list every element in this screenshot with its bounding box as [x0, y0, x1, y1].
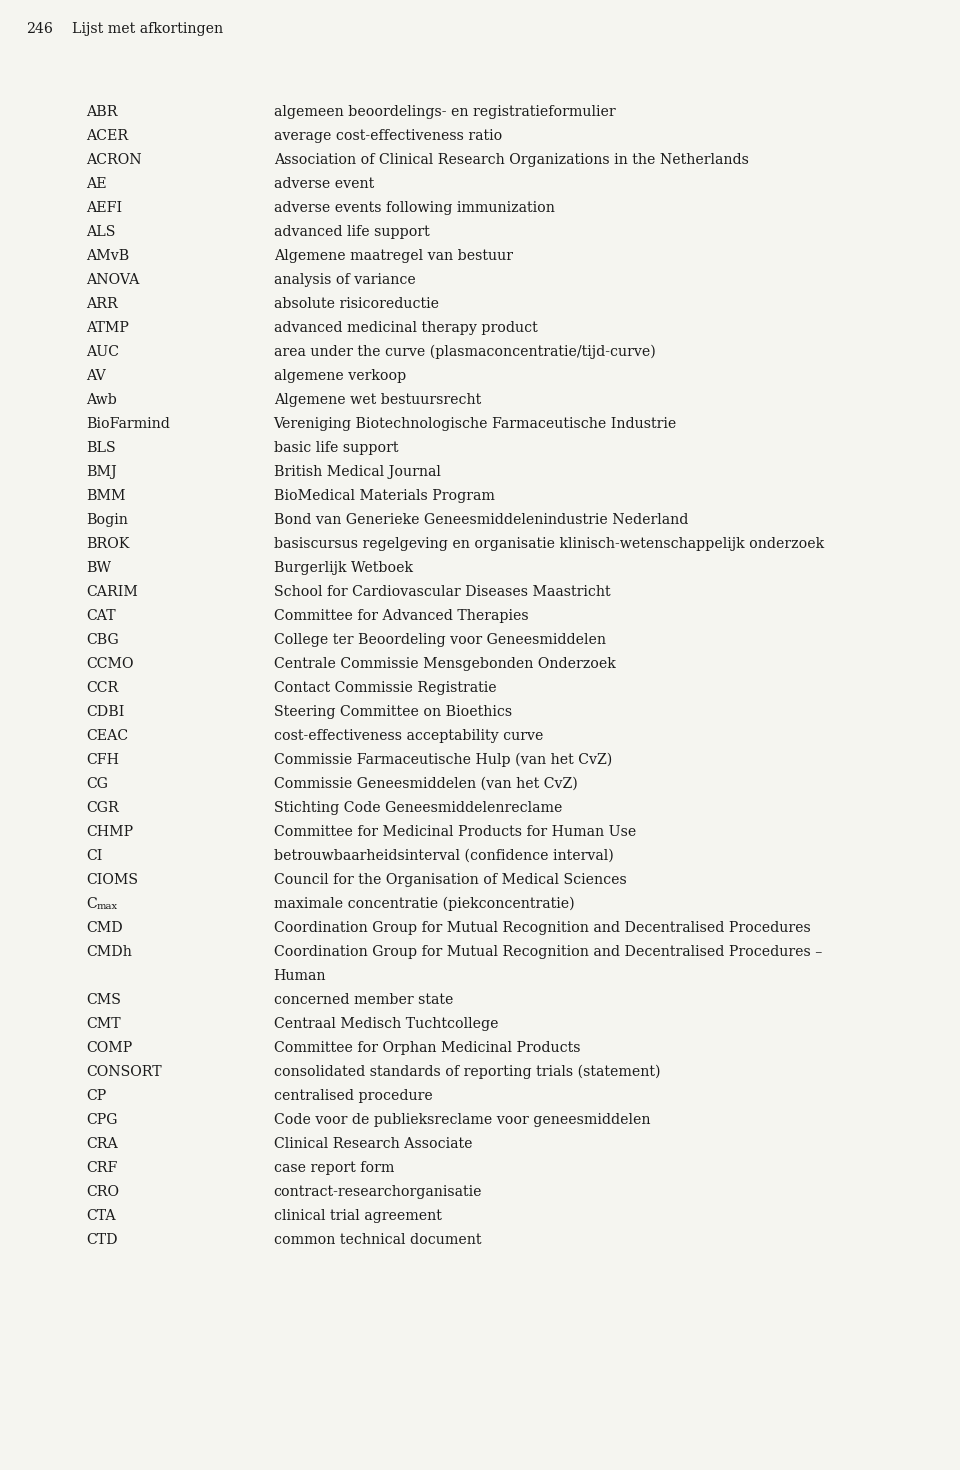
Text: CCMO: CCMO	[86, 657, 133, 670]
Text: Contact Commissie Registratie: Contact Commissie Registratie	[274, 681, 496, 695]
Text: ATMP: ATMP	[86, 320, 130, 335]
Text: CBG: CBG	[86, 634, 119, 647]
Text: Human: Human	[274, 969, 326, 983]
Text: concerned member state: concerned member state	[274, 994, 453, 1007]
Text: Commissie Farmaceutische Hulp (van het CvZ): Commissie Farmaceutische Hulp (van het C…	[274, 753, 612, 767]
Text: adverse event: adverse event	[274, 176, 373, 191]
Text: average cost-effectiveness ratio: average cost-effectiveness ratio	[274, 129, 502, 143]
Text: centralised procedure: centralised procedure	[274, 1089, 432, 1102]
Text: ABR: ABR	[86, 104, 118, 119]
Text: CTD: CTD	[86, 1233, 118, 1247]
Text: C: C	[86, 897, 97, 911]
Text: College ter Beoordeling voor Geneesmiddelen: College ter Beoordeling voor Geneesmidde…	[274, 634, 606, 647]
Text: Stichting Code Geneesmiddelenreclame: Stichting Code Geneesmiddelenreclame	[274, 801, 562, 814]
Text: CGR: CGR	[86, 801, 119, 814]
Text: BioFarmind: BioFarmind	[86, 417, 170, 431]
Text: CP: CP	[86, 1089, 107, 1102]
Text: ACER: ACER	[86, 129, 129, 143]
Text: Steering Committee on Bioethics: Steering Committee on Bioethics	[274, 706, 512, 719]
Text: CMD: CMD	[86, 922, 123, 935]
Text: advanced medicinal therapy product: advanced medicinal therapy product	[274, 320, 538, 335]
Text: clinical trial agreement: clinical trial agreement	[274, 1208, 442, 1223]
Text: ANOVA: ANOVA	[86, 273, 140, 287]
Text: algemeen beoordelings- en registratieformulier: algemeen beoordelings- en registratiefor…	[274, 104, 615, 119]
Text: Association of Clinical Research Organizations in the Netherlands: Association of Clinical Research Organiz…	[274, 153, 749, 168]
Text: ARR: ARR	[86, 297, 118, 312]
Text: BW: BW	[86, 562, 111, 575]
Text: AE: AE	[86, 176, 107, 191]
Text: CEAC: CEAC	[86, 729, 129, 742]
Text: CIOMS: CIOMS	[86, 873, 138, 886]
Text: ACRON: ACRON	[86, 153, 142, 168]
Text: cost-effectiveness acceptability curve: cost-effectiveness acceptability curve	[274, 729, 543, 742]
Text: British Medical Journal: British Medical Journal	[274, 465, 441, 479]
Text: case report form: case report form	[274, 1161, 394, 1175]
Text: Lijst met afkortingen: Lijst met afkortingen	[72, 22, 223, 35]
Text: CTA: CTA	[86, 1208, 116, 1223]
Text: Centraal Medisch Tuchtcollege: Centraal Medisch Tuchtcollege	[274, 1017, 498, 1030]
Text: ALS: ALS	[86, 225, 116, 240]
Text: Clinical Research Associate: Clinical Research Associate	[274, 1136, 472, 1151]
Text: absolute risicoreductie: absolute risicoreductie	[274, 297, 439, 312]
Text: Committee for Orphan Medicinal Products: Committee for Orphan Medicinal Products	[274, 1041, 580, 1055]
Text: CDBI: CDBI	[86, 706, 125, 719]
Text: Algemene maatregel van bestuur: Algemene maatregel van bestuur	[274, 248, 513, 263]
Text: COMP: COMP	[86, 1041, 132, 1055]
Text: area under the curve (plasmaconcentratie/tijd-curve): area under the curve (plasmaconcentratie…	[274, 345, 656, 359]
Text: Council for the Organisation of Medical Sciences: Council for the Organisation of Medical …	[274, 873, 626, 886]
Text: CMDh: CMDh	[86, 945, 132, 958]
Text: CRO: CRO	[86, 1185, 119, 1200]
Text: Committee for Medicinal Products for Human Use: Committee for Medicinal Products for Hum…	[274, 825, 636, 839]
Text: Coordination Group for Mutual Recognition and Decentralised Procedures –: Coordination Group for Mutual Recognitio…	[274, 945, 822, 958]
Text: AEFI: AEFI	[86, 201, 123, 215]
Text: advanced life support: advanced life support	[274, 225, 429, 240]
Text: Awb: Awb	[86, 392, 117, 407]
Text: betrouwbaarheidsinterval (confidence interval): betrouwbaarheidsinterval (confidence int…	[274, 850, 613, 863]
Text: analysis of variance: analysis of variance	[274, 273, 416, 287]
Text: CPG: CPG	[86, 1113, 118, 1127]
Text: CG: CG	[86, 778, 108, 791]
Text: maximale concentratie (piekconcentratie): maximale concentratie (piekconcentratie)	[274, 897, 574, 911]
Text: School for Cardiovascular Diseases Maastricht: School for Cardiovascular Diseases Maast…	[274, 585, 611, 598]
Text: CCR: CCR	[86, 681, 119, 695]
Text: AUC: AUC	[86, 345, 119, 359]
Text: CFH: CFH	[86, 753, 119, 767]
Text: BMJ: BMJ	[86, 465, 117, 479]
Text: BROK: BROK	[86, 537, 130, 551]
Text: algemene verkoop: algemene verkoop	[274, 369, 406, 384]
Text: Vereniging Biotechnologische Farmaceutische Industrie: Vereniging Biotechnologische Farmaceutis…	[274, 417, 677, 431]
Text: max: max	[96, 903, 117, 911]
Text: adverse events following immunization: adverse events following immunization	[274, 201, 555, 215]
Text: Code voor de publieksreclame voor geneesmiddelen: Code voor de publieksreclame voor genees…	[274, 1113, 650, 1127]
Text: Burgerlijk Wetboek: Burgerlijk Wetboek	[274, 562, 413, 575]
Text: CARIM: CARIM	[86, 585, 138, 598]
Text: Bogin: Bogin	[86, 513, 129, 528]
Text: 246: 246	[26, 22, 53, 35]
Text: CI: CI	[86, 850, 103, 863]
Text: BMM: BMM	[86, 490, 126, 503]
Text: Algemene wet bestuursrecht: Algemene wet bestuursrecht	[274, 392, 481, 407]
Text: AV: AV	[86, 369, 107, 384]
Text: Centrale Commissie Mensgebonden Onderzoek: Centrale Commissie Mensgebonden Onderzoe…	[274, 657, 615, 670]
Text: CAT: CAT	[86, 609, 116, 623]
Text: AMvB: AMvB	[86, 248, 130, 263]
Text: common technical document: common technical document	[274, 1233, 481, 1247]
Text: consolidated standards of reporting trials (statement): consolidated standards of reporting tria…	[274, 1064, 660, 1079]
Text: CRA: CRA	[86, 1136, 118, 1151]
Text: CHMP: CHMP	[86, 825, 133, 839]
Text: basic life support: basic life support	[274, 441, 398, 456]
Text: CMS: CMS	[86, 994, 121, 1007]
Text: Bond van Generieke Geneesmiddelenindustrie Nederland: Bond van Generieke Geneesmiddelenindustr…	[274, 513, 688, 528]
Text: basiscursus regelgeving en organisatie klinisch-wetenschappelijk onderzoek: basiscursus regelgeving en organisatie k…	[274, 537, 824, 551]
Text: BioMedical Materials Program: BioMedical Materials Program	[274, 490, 494, 503]
Text: CONSORT: CONSORT	[86, 1064, 162, 1079]
Text: Committee for Advanced Therapies: Committee for Advanced Therapies	[274, 609, 528, 623]
Text: CRF: CRF	[86, 1161, 118, 1175]
Text: Coordination Group for Mutual Recognition and Decentralised Procedures: Coordination Group for Mutual Recognitio…	[274, 922, 810, 935]
Text: Commissie Geneesmiddelen (van het CvZ): Commissie Geneesmiddelen (van het CvZ)	[274, 778, 577, 791]
Text: BLS: BLS	[86, 441, 116, 456]
Text: CMT: CMT	[86, 1017, 121, 1030]
Text: contract-researchorganisatie: contract-researchorganisatie	[274, 1185, 482, 1200]
